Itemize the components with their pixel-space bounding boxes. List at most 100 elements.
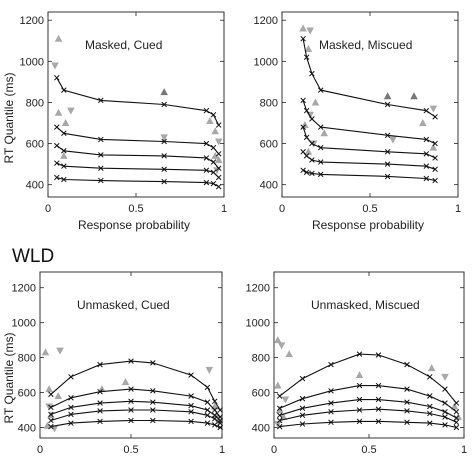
- observed-point: [441, 373, 449, 381]
- observed-point: [60, 151, 68, 159]
- model-point-marker: [217, 407, 223, 413]
- model-point-marker: [423, 151, 430, 157]
- model-point-marker: [276, 417, 283, 424]
- model-point-marker: [303, 54, 310, 60]
- observed-point: [98, 385, 106, 393]
- observed-point: [54, 34, 63, 42]
- chart-panel-3: 400 600 800 1000 1200 0 0.5 1 Unmasked, Cued: [12, 271, 225, 456]
- model-point-marker: [423, 175, 430, 182]
- y-axis-label-top: RT Quantile (ms): [2, 73, 16, 164]
- model-point-marker: [61, 87, 67, 93]
- model-point-marker: [404, 386, 410, 392]
- model-point-marker: [309, 70, 315, 77]
- y-axis-label-bottom: RT Quantile (ms): [2, 333, 16, 424]
- model-point-marker: [217, 424, 223, 431]
- panel-title: Unmasked, Cued: [77, 298, 170, 312]
- model-point-marker: [188, 393, 194, 399]
- model-point-marker: [317, 144, 324, 151]
- model-point-marker: [356, 396, 363, 403]
- model-series-line-1: [50, 360, 221, 411]
- model-point-marker: [98, 177, 104, 184]
- observed-point: [214, 156, 223, 163]
- model-point-marker: [204, 407, 211, 413]
- x-tick-label: 0: [279, 203, 285, 215]
- model-point-marker: [328, 409, 334, 415]
- observed-point: [61, 119, 70, 126]
- model-point-marker: [375, 396, 382, 403]
- y-tick-label: 400: [26, 180, 44, 192]
- model-point-marker: [299, 412, 306, 419]
- model-point-marker: [432, 140, 438, 147]
- model-point-marker: [210, 159, 217, 165]
- model-series-line-4: [56, 162, 220, 178]
- model-series-line-3: [302, 126, 436, 159]
- model-point-marker: [128, 417, 134, 424]
- model-point-marker: [384, 101, 391, 108]
- model-point-marker: [300, 35, 306, 42]
- observed-point: [410, 92, 418, 100]
- model-point-marker: [203, 155, 210, 161]
- model-point-marker: [309, 116, 315, 122]
- model-point-marker: [98, 97, 104, 104]
- y-tick-label: 1200: [20, 15, 44, 27]
- model-series-line-2: [302, 100, 436, 145]
- y-tick-label: 1000: [20, 56, 44, 68]
- model-point-marker: [150, 360, 156, 366]
- observed-point: [160, 88, 168, 96]
- model-point-marker: [423, 107, 430, 114]
- observed-point: [160, 134, 168, 142]
- model-point-marker: [61, 130, 67, 137]
- y-tick-label: 1200: [254, 15, 278, 27]
- x-tick-label: 1: [455, 203, 461, 215]
- model-point-marker: [150, 399, 156, 405]
- y-tick-label: 800: [260, 97, 278, 109]
- model-point-marker: [375, 352, 382, 358]
- y-tick-label: 600: [260, 139, 278, 151]
- y-tick-label: 400: [18, 423, 36, 435]
- observed-point: [212, 411, 221, 419]
- model-point-marker: [299, 405, 306, 412]
- observed-point: [51, 62, 59, 70]
- panel-title: Masked, Cued: [85, 38, 162, 52]
- observed-point: [320, 129, 329, 137]
- model-point-marker: [432, 155, 438, 161]
- model-point-marker: [210, 180, 217, 187]
- model-point-marker: [299, 395, 306, 402]
- model-point-marker: [61, 176, 67, 183]
- model-point-marker: [204, 384, 211, 391]
- model-point-marker: [427, 393, 433, 399]
- model-point-marker: [97, 388, 103, 395]
- model-point-marker: [384, 161, 391, 167]
- observed-point: [429, 105, 438, 113]
- model-point-marker: [215, 122, 222, 128]
- model-series-line-4: [50, 409, 221, 424]
- model-point-marker: [210, 144, 217, 151]
- model-point-marker: [442, 414, 448, 420]
- model-point-marker: [61, 163, 67, 169]
- section-heading: WLD: [12, 246, 54, 267]
- model-point-marker: [188, 418, 194, 425]
- model-point-marker: [215, 183, 222, 190]
- model-point-marker: [161, 138, 167, 145]
- observed-point: [45, 385, 53, 393]
- model-point-marker: [68, 420, 74, 426]
- observed-point: [450, 402, 459, 410]
- observed-point: [206, 116, 214, 124]
- model-point-marker: [432, 177, 438, 184]
- x-tick-label: 0.5: [123, 444, 138, 456]
- model-point-marker: [404, 399, 410, 405]
- observed-point: [50, 425, 59, 433]
- model-point-marker: [328, 361, 334, 368]
- model-point-marker: [317, 171, 324, 178]
- model-point-marker: [423, 136, 430, 143]
- observed-point: [45, 403, 53, 411]
- observed-point: [211, 151, 219, 159]
- observed-point: [274, 336, 282, 344]
- model-point-marker: [309, 140, 315, 147]
- observed-point: [274, 381, 282, 389]
- model-point-marker: [442, 409, 448, 415]
- model-point-marker: [453, 409, 460, 415]
- y-tick-label: 400: [260, 180, 278, 192]
- model-point-marker: [427, 403, 433, 410]
- model-series-line-5: [279, 420, 457, 429]
